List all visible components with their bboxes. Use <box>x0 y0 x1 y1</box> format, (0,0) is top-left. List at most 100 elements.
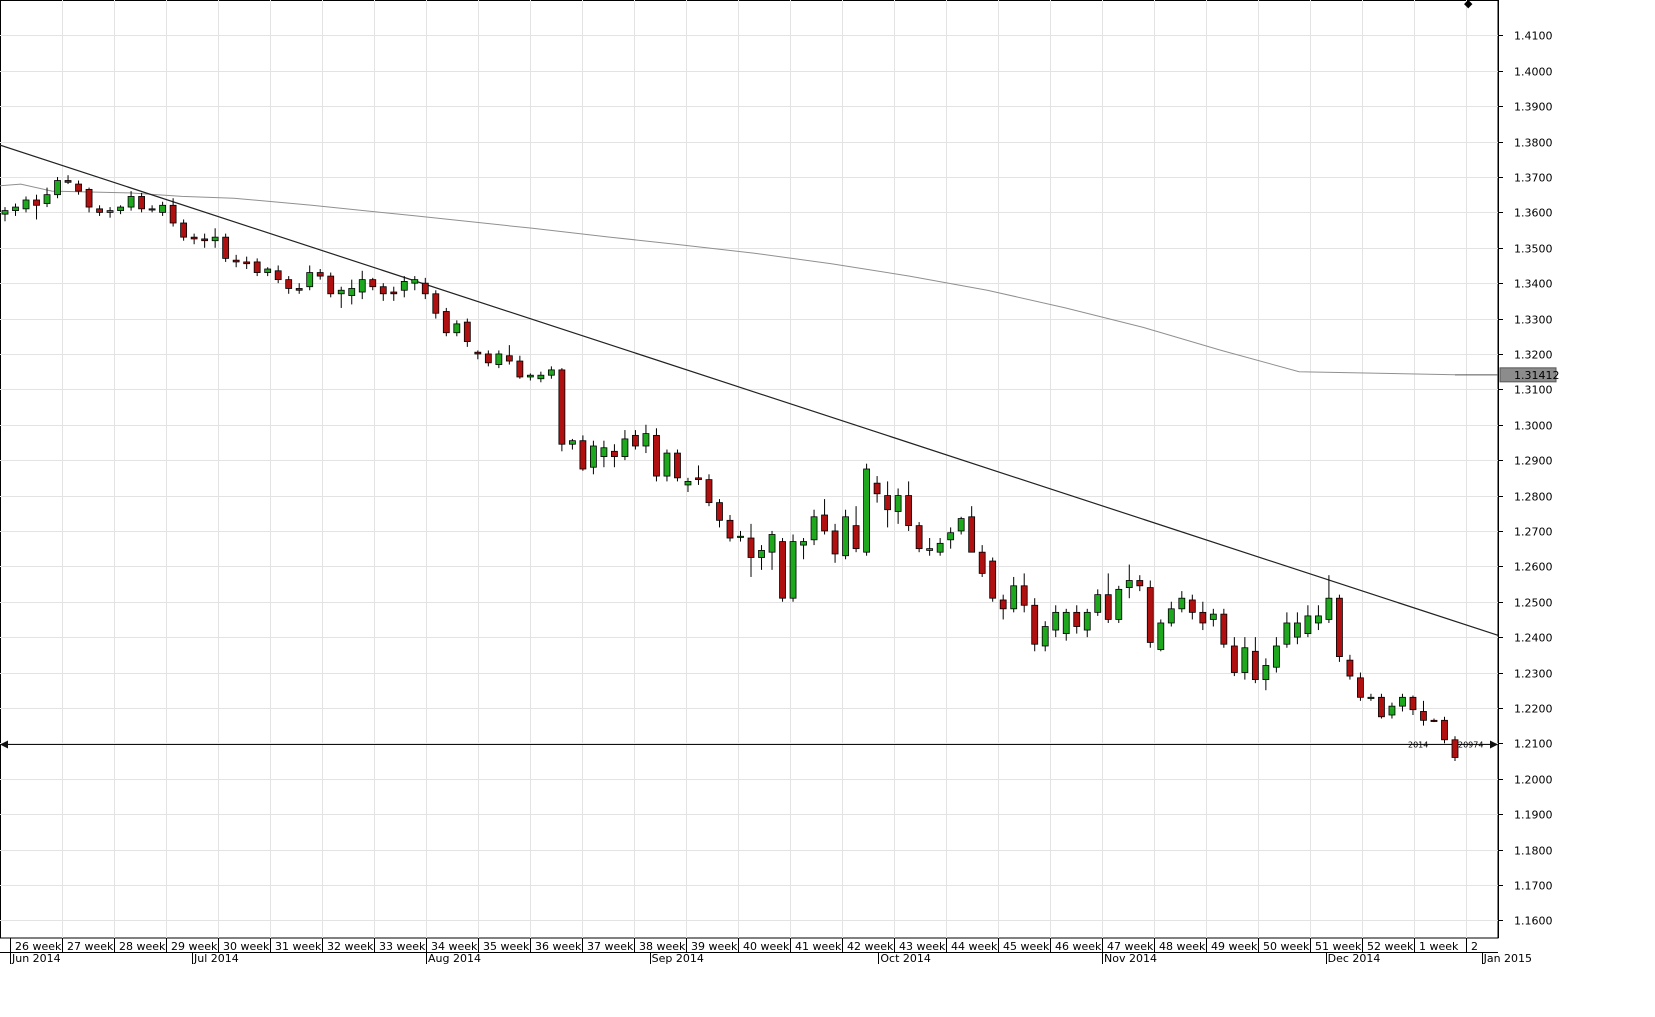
candle <box>1304 605 1312 638</box>
candle-body-down <box>33 199 40 206</box>
candle <box>1052 605 1060 638</box>
candle-body-down <box>1136 580 1144 587</box>
candle <box>1041 621 1049 652</box>
y-tick-label: 1.1900 <box>1514 809 1553 822</box>
candle-body-down <box>201 238 209 242</box>
horizontal-line-layer[interactable]: 2014 20974 <box>0 740 1498 750</box>
candle <box>316 269 324 280</box>
candle-body-up <box>663 452 671 477</box>
candle <box>695 465 702 485</box>
last-price-text: 1.31412 <box>1514 369 1560 382</box>
candle <box>453 320 461 337</box>
candle <box>169 198 177 227</box>
candle <box>274 265 282 284</box>
candle <box>1409 695 1417 716</box>
candle-body-down <box>222 236 230 259</box>
candle-body-up <box>1262 665 1270 681</box>
candle <box>926 538 934 556</box>
candle-body-up <box>306 272 314 288</box>
candle <box>54 176 61 199</box>
candle <box>96 205 103 216</box>
candle <box>642 424 650 454</box>
candle-body-down <box>852 525 860 550</box>
candle <box>558 368 566 452</box>
candle-body-down <box>705 479 713 504</box>
candle-body-up <box>117 206 124 212</box>
month-label: Dec 2014 <box>1328 952 1381 965</box>
candle-body-up <box>1304 615 1312 634</box>
candle <box>842 509 849 560</box>
candle-body-down <box>316 272 324 277</box>
candle-body-down <box>505 355 513 362</box>
week-label: 41 week <box>795 940 842 953</box>
candle <box>716 499 723 528</box>
candle <box>379 283 387 301</box>
candle-body-down <box>1230 645 1238 673</box>
candle <box>1031 598 1039 652</box>
week-label: 48 week <box>1159 940 1206 953</box>
candle <box>905 481 913 531</box>
candle-body-up <box>684 480 692 486</box>
candle-body-up <box>495 353 503 365</box>
candle-body-up <box>1062 611 1070 634</box>
candle-body-down <box>421 282 429 295</box>
candle <box>632 430 639 450</box>
candle <box>337 286 345 308</box>
y-tick-label: 1.2000 <box>1514 774 1553 787</box>
candle-body-up <box>211 236 219 242</box>
candle <box>106 207 114 218</box>
week-label: 46 week <box>1055 940 1102 953</box>
candle-body-up <box>1167 608 1175 624</box>
candle <box>684 477 692 493</box>
candle <box>1293 612 1301 645</box>
candle <box>894 488 902 524</box>
candle <box>547 366 555 379</box>
top-marker-icon: ◆ <box>1464 0 1473 10</box>
moving-average-line <box>0 183 1456 376</box>
candle-body-up <box>12 206 19 212</box>
candle-body-down <box>558 369 566 445</box>
grid <box>0 0 1499 939</box>
candle <box>1251 637 1259 684</box>
candle <box>1430 718 1438 723</box>
hline-label-right: 20974 <box>1458 741 1483 750</box>
y-tick-label: 1.2100 <box>1514 738 1553 751</box>
hline-label-left: 2014 <box>1408 741 1428 750</box>
candle <box>1010 576 1018 613</box>
y-tick-label: 1.1700 <box>1514 880 1553 893</box>
candle-body-down <box>579 440 587 470</box>
y-tick-label: 1.2600 <box>1514 561 1553 574</box>
candle <box>43 187 51 208</box>
candle <box>1020 573 1028 613</box>
candle <box>1125 564 1133 599</box>
candle-body-down <box>716 502 723 521</box>
candle <box>117 205 124 215</box>
candle-body-down <box>821 514 828 532</box>
candle-body-down <box>1346 659 1354 677</box>
candle-body-down <box>75 183 82 192</box>
candle <box>747 523 755 577</box>
candle <box>411 276 419 291</box>
y-tick-label: 1.2900 <box>1514 455 1553 468</box>
candle-body-down <box>747 537 755 558</box>
candle <box>968 506 976 553</box>
y-tick-label: 1.4100 <box>1514 30 1553 43</box>
candle-body-down <box>1146 587 1154 643</box>
candle <box>852 506 860 553</box>
week-label: 49 week <box>1211 940 1258 953</box>
candle <box>75 180 82 195</box>
candle <box>1272 637 1280 673</box>
candle <box>758 545 765 570</box>
candle-body-down <box>96 208 103 213</box>
candle-body-up <box>936 542 944 553</box>
candle <box>474 350 482 360</box>
candle-body-down <box>1031 604 1039 645</box>
week-label: 47 week <box>1107 940 1154 953</box>
candle <box>1399 693 1406 712</box>
week-label: 35 week <box>483 940 530 953</box>
candle <box>1157 619 1165 652</box>
candle-body-up <box>337 289 345 295</box>
y-tick-label: 1.3300 <box>1514 314 1553 327</box>
candle <box>1283 612 1291 648</box>
